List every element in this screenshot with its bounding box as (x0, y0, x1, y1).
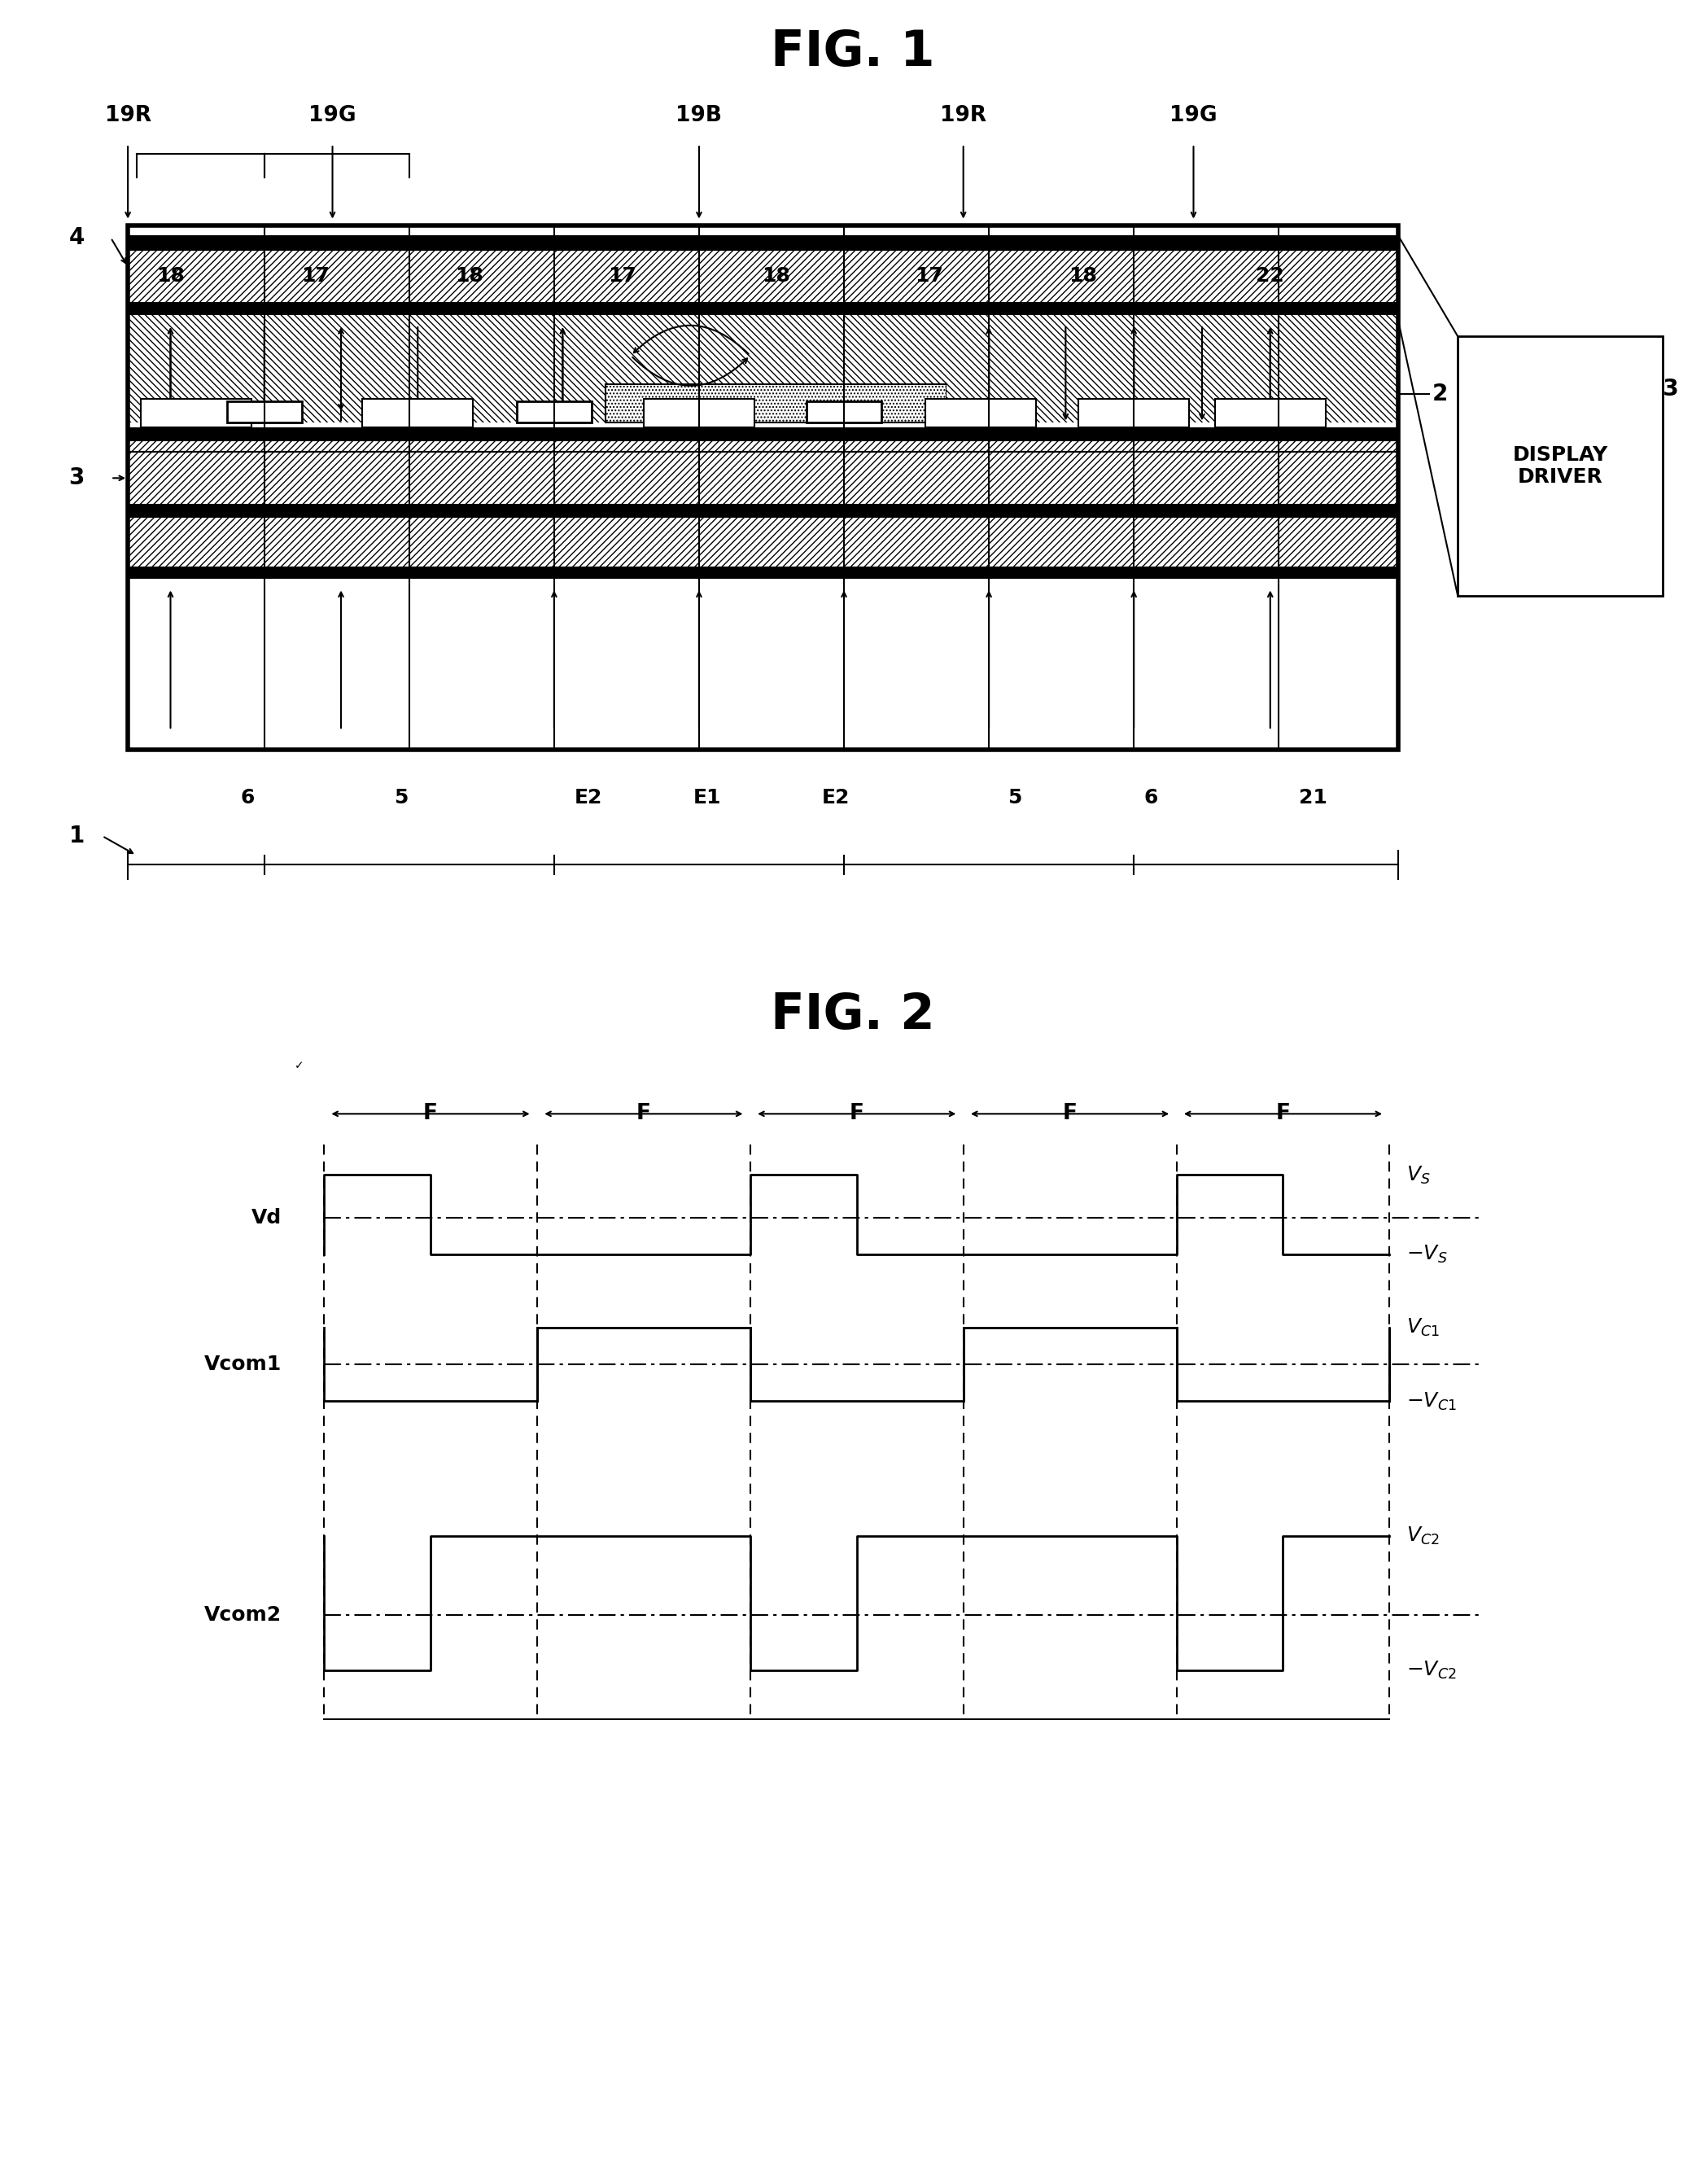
Text: $\checkmark$: $\checkmark$ (293, 1059, 303, 1070)
Bar (605, 384, 946, 424)
Bar (128, 568, 1398, 579)
Text: 18: 18 (1069, 266, 1096, 286)
Text: 18: 18 (762, 266, 789, 286)
Text: E2: E2 (822, 788, 849, 808)
Bar (643, 400, 754, 428)
Text: 17: 17 (302, 266, 329, 286)
Bar (128, 428, 1398, 441)
Text: 19G: 19G (1170, 105, 1217, 127)
Text: 23: 23 (1649, 378, 1679, 400)
Bar (517, 402, 592, 424)
Bar (1214, 400, 1326, 428)
Text: 5: 5 (1008, 788, 1021, 808)
Text: 21: 21 (1299, 788, 1326, 808)
Text: $V_{C2}$: $V_{C2}$ (1407, 1524, 1439, 1546)
Bar (227, 402, 302, 424)
Text: F: F (636, 1103, 651, 1125)
Text: 2: 2 (1432, 382, 1448, 406)
Text: F: F (849, 1103, 864, 1125)
Text: 19R: 19R (939, 105, 987, 127)
Text: 19B: 19B (675, 105, 723, 127)
Text: 17: 17 (916, 266, 943, 286)
Text: 18: 18 (455, 266, 483, 286)
Text: 3: 3 (68, 467, 85, 489)
Bar (1458, 336, 1662, 596)
Text: 4: 4 (68, 227, 85, 249)
Bar (806, 402, 881, 424)
Text: E1: E1 (694, 788, 721, 808)
Text: DISPLAY
DRIVER: DISPLAY DRIVER (1512, 446, 1608, 487)
Text: 19G: 19G (309, 105, 356, 127)
Text: F: F (1275, 1103, 1291, 1125)
Text: FIG. 2: FIG. 2 (771, 992, 934, 1040)
Text: 17: 17 (609, 266, 636, 286)
Bar (128, 505, 1398, 518)
Bar (946, 384, 1398, 424)
Text: 18: 18 (157, 266, 184, 286)
Bar (128, 225, 1398, 749)
Text: $V_{C1}$: $V_{C1}$ (1407, 1317, 1439, 1339)
Text: $V_S$: $V_S$ (1407, 1164, 1430, 1186)
Text: Vcom1: Vcom1 (205, 1354, 281, 1374)
Text: 6: 6 (240, 788, 254, 808)
Text: 22: 22 (1257, 266, 1284, 286)
Text: 6: 6 (1144, 788, 1158, 808)
Bar (128, 304, 1398, 314)
Bar (128, 249, 1398, 304)
Text: Vd: Vd (251, 1208, 281, 1227)
Bar (924, 400, 1035, 428)
Text: $-V_{C1}$: $-V_{C1}$ (1407, 1391, 1456, 1411)
Bar (128, 452, 1398, 505)
Text: 5: 5 (394, 788, 407, 808)
Bar (128, 236, 1398, 249)
Text: 19R: 19R (104, 105, 152, 127)
Bar (140, 400, 252, 428)
Text: FIG. 1: FIG. 1 (771, 28, 934, 76)
Bar (128, 518, 1398, 568)
Bar (361, 400, 472, 428)
Text: Vcom2: Vcom2 (205, 1605, 281, 1625)
Text: E2: E2 (575, 788, 602, 808)
Text: F: F (423, 1103, 438, 1125)
Bar (128, 384, 605, 424)
Text: 1: 1 (68, 826, 85, 847)
Text: $-V_{C2}$: $-V_{C2}$ (1407, 1660, 1456, 1682)
Bar (128, 314, 1398, 384)
Text: $-V_S$: $-V_S$ (1407, 1245, 1448, 1265)
Bar (1079, 400, 1190, 428)
Text: F: F (1062, 1103, 1078, 1125)
Bar (128, 441, 1398, 452)
